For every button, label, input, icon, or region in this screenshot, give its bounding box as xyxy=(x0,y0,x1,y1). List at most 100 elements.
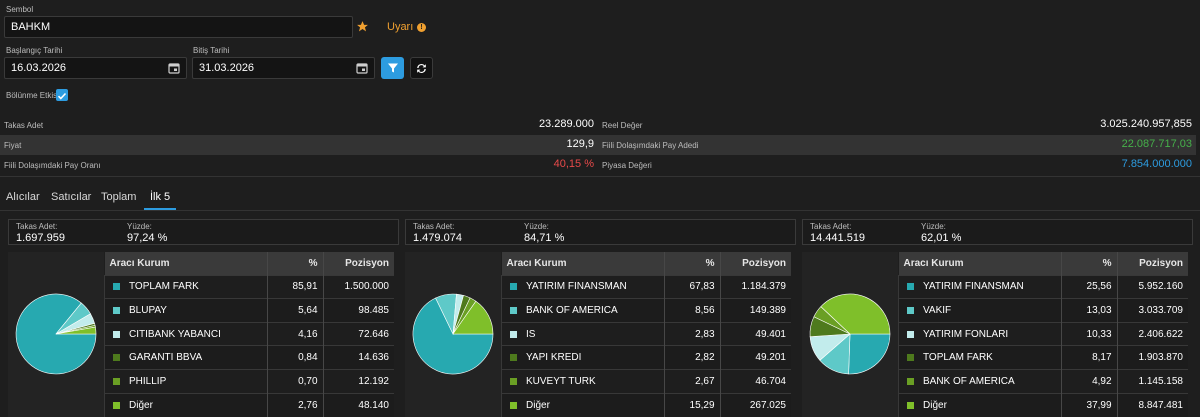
table-row[interactable]: YATIRIM FINANSMAN 67,83 1.184.379 xyxy=(501,274,791,299)
broker-cell: VAKIF xyxy=(898,298,1062,323)
brokers-table: Aracı Kurum % Pozisyon YATIRIM FINANSMAN… xyxy=(501,252,791,417)
panel-toplam: Takas Adet: 14.441.519 Yüzde: 62,01 % Ar… xyxy=(802,219,1193,417)
position-cell: 1.184.379 xyxy=(719,274,791,299)
table-row[interactable]: BLUPAY 5,64 98.485 xyxy=(104,298,394,323)
check-icon xyxy=(57,92,67,100)
position-cell: 48.140 xyxy=(322,392,394,417)
stat-row-reel: Reel Değer 3.025.240.957,855 xyxy=(598,115,1196,135)
start-date-input[interactable]: 16.03.2026 xyxy=(4,57,187,79)
calendar-icon[interactable] xyxy=(356,62,368,74)
table-row[interactable]: YATIRIM FONLARI 10,33 2.406.622 xyxy=(898,321,1188,346)
split-effect-label: Bölünme Etkisi xyxy=(6,91,59,100)
table-row[interactable]: Diğer 37,99 8.847.481 xyxy=(898,392,1188,417)
pct-cell: 8,17 xyxy=(1060,345,1118,370)
tab-toplam[interactable]: Toplam xyxy=(101,191,137,203)
reel-label: Reel Değer xyxy=(602,121,643,130)
tab-alicilar[interactable]: Alıcılar xyxy=(6,191,40,203)
broker-name: YATIRIM FINANSMAN xyxy=(923,281,1024,293)
broker-name: IS xyxy=(526,328,536,340)
yuzde-value: 84,71 % xyxy=(524,232,565,244)
calendar-icon[interactable] xyxy=(168,62,180,74)
position-cell: 72.646 xyxy=(322,321,394,346)
table-row[interactable]: BANK OF AMERICA 4,92 1.145.158 xyxy=(898,369,1188,394)
broker-name: BANK OF AMERICA xyxy=(923,375,1015,387)
header-pct[interactable]: % xyxy=(663,252,721,275)
position-cell: 2.406.622 xyxy=(1116,321,1188,346)
pie-slice[interactable] xyxy=(452,300,494,335)
legend-swatch xyxy=(113,330,120,338)
broker-cell: Diğer xyxy=(898,392,1062,417)
header-position[interactable]: Pozisyon xyxy=(322,252,394,275)
table-row[interactable]: PHILLIP 0,70 12.192 xyxy=(104,369,394,394)
table-row[interactable]: Diğer 2,76 48.140 xyxy=(104,392,394,417)
broker-name: YATIRIM FINANSMAN xyxy=(526,281,627,293)
fiili-adet-label: Fiili Dolaşımdaki Pay Adedi xyxy=(602,141,699,150)
legend-swatch xyxy=(907,377,914,385)
pct-cell: 0,70 xyxy=(266,369,324,394)
star-icon[interactable] xyxy=(356,20,369,33)
header-position[interactable]: Pozisyon xyxy=(1116,252,1188,275)
legend-swatch xyxy=(907,330,914,338)
header-broker[interactable]: Aracı Kurum xyxy=(501,252,665,275)
table-row[interactable]: KUVEYT TURK 2,67 46.704 xyxy=(501,369,791,394)
end-date-label: Bitiş Tarihi xyxy=(193,46,230,55)
table-row[interactable]: VAKIF 13,03 3.033.709 xyxy=(898,298,1188,323)
end-date-value: 31.03.2026 xyxy=(199,62,255,74)
table-row[interactable]: TOPLAM FARK 85,91 1.500.000 xyxy=(104,274,394,299)
table-row[interactable]: TOPLAM FARK 8,17 1.903.870 xyxy=(898,345,1188,370)
table-row[interactable]: CITIBANK YABANCI 4,16 72.646 xyxy=(104,321,394,346)
warning-label[interactable]: Uyarı xyxy=(387,21,414,33)
fiyat-value: 129,9 xyxy=(566,138,594,150)
table-row[interactable]: GARANTI BBVA 0,84 14.636 xyxy=(104,345,394,370)
table-row[interactable]: YATIRIM FINANSMAN 25,56 5.952.160 xyxy=(898,274,1188,299)
pct-cell: 15,29 xyxy=(663,392,721,417)
pie-slice[interactable] xyxy=(412,297,494,375)
brokers-table: Aracı Kurum % Pozisyon YATIRIM FINANSMAN… xyxy=(898,252,1188,417)
table-row[interactable]: BANK OF AMERICA 8,56 149.389 xyxy=(501,298,791,323)
stat-row-piyasa: Piyasa Değeri 7.854.000.000 xyxy=(598,155,1196,175)
pie-slice[interactable] xyxy=(820,293,891,335)
legend-swatch xyxy=(113,306,120,314)
takas-value: 1.697.959 xyxy=(16,232,65,244)
broker-name: Diğer xyxy=(923,399,947,411)
table-row[interactable]: IS 2,83 49.401 xyxy=(501,321,791,346)
symbol-input[interactable]: BAHKM xyxy=(4,16,353,38)
summary-box: Takas Adet: 1.479.074 Yüzde: 84,71 % xyxy=(405,219,796,245)
header-pct[interactable]: % xyxy=(1060,252,1118,275)
header-broker[interactable]: Aracı Kurum xyxy=(898,252,1062,275)
legend-swatch xyxy=(907,401,914,409)
takas-label: Takas Adet: xyxy=(810,222,852,231)
stat-row-fiili-oran: Fiili Dolaşımdaki Pay Oranı 40,15 % xyxy=(0,155,598,175)
header-broker[interactable]: Aracı Kurum xyxy=(104,252,268,275)
pct-cell: 10,33 xyxy=(1060,321,1118,346)
broker-cell: CITIBANK YABANCI xyxy=(104,321,268,346)
pie-slice[interactable] xyxy=(848,333,891,375)
tab-ilk5[interactable]: İlk 5 xyxy=(150,191,171,203)
takas-label: Takas Adet: xyxy=(413,222,455,231)
warning-info-icon[interactable]: ! xyxy=(417,23,426,32)
legend-swatch xyxy=(510,401,517,409)
pct-cell: 2,76 xyxy=(266,392,324,417)
pct-cell: 67,83 xyxy=(663,274,721,299)
split-effect-checkbox[interactable] xyxy=(56,89,68,101)
stat-row-fiyat: Fiyat 129,9 xyxy=(0,135,598,155)
header-pct[interactable]: % xyxy=(266,252,324,275)
position-cell: 1.903.870 xyxy=(1116,345,1188,370)
table-row[interactable]: Diğer 15,29 267.025 xyxy=(501,392,791,417)
fiili-adet-value: 22.087.717,03 xyxy=(1121,138,1192,150)
position-cell: 49.201 xyxy=(719,345,791,370)
start-date-label: Başlangıç Tarihi xyxy=(6,46,63,55)
pie-slice[interactable] xyxy=(55,326,97,335)
yuzde-value: 62,01 % xyxy=(921,232,962,244)
header-position[interactable]: Pozisyon xyxy=(719,252,791,275)
pct-cell: 25,56 xyxy=(1060,274,1118,299)
tab-saticilar[interactable]: Satıcılar xyxy=(51,191,92,203)
table-row[interactable]: YAPI KREDI 2,82 49.201 xyxy=(501,345,791,370)
filter-button[interactable] xyxy=(381,57,404,79)
refresh-button[interactable] xyxy=(410,57,433,79)
legend-swatch xyxy=(510,377,517,385)
broker-cell: IS xyxy=(501,321,665,346)
yuzde-label: Yüzde: xyxy=(524,222,549,231)
end-date-input[interactable]: 31.03.2026 xyxy=(192,57,375,79)
broker-name: VAKIF xyxy=(923,304,952,316)
